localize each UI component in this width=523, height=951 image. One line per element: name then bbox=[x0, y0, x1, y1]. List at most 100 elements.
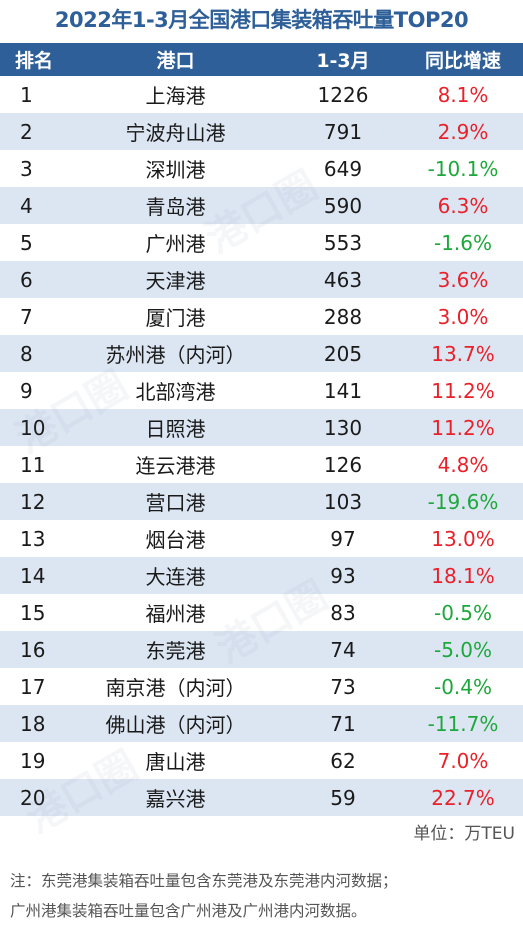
yoy-growth-cell: 3.6% bbox=[437, 267, 489, 292]
volume-cell: 130 bbox=[323, 415, 363, 440]
table-row: 5 广州港 553 -1.6% bbox=[0, 224, 523, 261]
volume-cell: 71 bbox=[330, 711, 356, 736]
volume-cell: 62 bbox=[330, 748, 356, 773]
yoy-growth-cell: 7.0% bbox=[437, 748, 489, 773]
port-name-cell: 宁波舟山港 bbox=[125, 121, 226, 145]
yoy-growth-cell: -0.4% bbox=[433, 674, 493, 699]
port-name-cell: 大连港 bbox=[145, 565, 206, 589]
rank-cell: 9 bbox=[20, 378, 33, 403]
header-row: 排名 港口 1-3月 同比增速 bbox=[0, 43, 523, 76]
volume-cell: 93 bbox=[330, 563, 356, 588]
rank-cell: 4 bbox=[20, 193, 33, 218]
volume-cell: 205 bbox=[323, 341, 363, 366]
yoy-growth-cell: -5.0% bbox=[433, 637, 493, 662]
port-name-cell: 上海港 bbox=[145, 84, 206, 108]
port-name-cell: 烟台港 bbox=[145, 528, 206, 552]
table-row: 11 连云港港 126 4.8% bbox=[0, 446, 523, 483]
rank-cell: 18 bbox=[20, 711, 46, 736]
rank-cell: 19 bbox=[20, 748, 46, 773]
volume-cell: 59 bbox=[330, 785, 356, 810]
rank-cell: 7 bbox=[20, 304, 33, 329]
port-name-cell: 日照港 bbox=[145, 417, 206, 441]
port-name-cell: 唐山港 bbox=[145, 750, 206, 774]
rank-cell: 10 bbox=[20, 415, 46, 440]
port-name-cell: 天津港 bbox=[145, 269, 206, 293]
rank-cell: 5 bbox=[20, 230, 33, 255]
page-title: 2022年1-3月全国港口集装箱吞吐量TOP20 bbox=[54, 8, 469, 32]
rank-cell: 6 bbox=[20, 267, 33, 292]
rank-cell: 3 bbox=[20, 156, 33, 181]
port-name-cell: 福州港 bbox=[145, 602, 206, 626]
port-name-cell: 苏州港（内河） bbox=[105, 343, 246, 367]
table-row: 6 天津港 463 3.6% bbox=[0, 261, 523, 298]
table-row: 16 东莞港 74 -5.0% bbox=[0, 631, 523, 668]
yoy-growth-cell: 4.8% bbox=[437, 452, 489, 477]
footnote-line: 注：东莞港集装箱吞吐量包含东莞港及东莞港内河数据； bbox=[10, 872, 398, 890]
table-row: 17 南京港（内河） 73 -0.4% bbox=[0, 668, 523, 705]
rank-cell: 8 bbox=[20, 341, 33, 366]
volume-cell: 83 bbox=[330, 600, 356, 625]
rank-cell: 13 bbox=[20, 526, 46, 551]
port-name-cell: 佛山港（内河） bbox=[105, 713, 246, 737]
table-body: 1 上海港 1226 8.1% 2 宁波舟山港 791 2.9% 3 深圳港 649 -10.1% 4 青… bbox=[0, 76, 523, 816]
table-header: 排名 港口 1-3月 同比增速 bbox=[0, 43, 523, 76]
yoy-growth-cell: 2.9% bbox=[437, 119, 489, 144]
table-row: 12 营口港 103 -19.6% bbox=[0, 483, 523, 520]
port-name-cell: 连云港港 bbox=[135, 454, 216, 478]
table-row: 3 深圳港 649 -10.1% bbox=[0, 150, 523, 187]
yoy-growth-cell: 11.2% bbox=[431, 415, 495, 440]
port-name-cell: 广州港 bbox=[145, 232, 206, 256]
table-row: 9 北部湾港 141 11.2% bbox=[0, 372, 523, 409]
yoy-growth-cell: 22.7% bbox=[431, 785, 495, 810]
yoy-growth-cell: -19.6% bbox=[427, 489, 499, 514]
table-row: 14 大连港 93 18.1% bbox=[0, 557, 523, 594]
table-row: 20 嘉兴港 59 22.7% bbox=[0, 779, 523, 816]
volume-cell: 553 bbox=[323, 230, 363, 255]
volume-cell: 649 bbox=[323, 156, 363, 181]
unit-label: 单位：万TEU bbox=[413, 824, 515, 844]
volume-cell: 463 bbox=[323, 267, 363, 292]
yoy-growth-cell: -11.7% bbox=[427, 711, 499, 736]
volume-cell: 74 bbox=[330, 637, 356, 662]
volume-cell: 73 bbox=[330, 674, 356, 699]
table-row: 1 上海港 1226 8.1% bbox=[0, 76, 523, 113]
header-yoy: 同比增速 bbox=[424, 50, 501, 72]
yoy-growth-cell: -1.6% bbox=[433, 230, 493, 255]
volume-cell: 126 bbox=[323, 452, 363, 477]
port-name-cell: 北部湾港 bbox=[135, 380, 216, 404]
volume-cell: 103 bbox=[323, 489, 363, 514]
table-row: 15 福州港 83 -0.5% bbox=[0, 594, 523, 631]
port-name-cell: 青岛港 bbox=[145, 195, 206, 219]
table-row: 13 烟台港 97 13.0% bbox=[0, 520, 523, 557]
yoy-growth-cell: 13.7% bbox=[431, 341, 495, 366]
table-row: 2 宁波舟山港 791 2.9% bbox=[0, 113, 523, 150]
volume-cell: 97 bbox=[330, 526, 356, 551]
volume-cell: 791 bbox=[323, 119, 363, 144]
yoy-growth-cell: -0.5% bbox=[433, 600, 493, 625]
port-name-cell: 东莞港 bbox=[145, 639, 206, 663]
yoy-growth-cell: 6.3% bbox=[437, 193, 489, 218]
rank-cell: 20 bbox=[20, 785, 46, 810]
volume-cell: 590 bbox=[323, 193, 363, 218]
rank-cell: 17 bbox=[20, 674, 46, 699]
table-row: 8 苏州港（内河） 205 13.7% bbox=[0, 335, 523, 372]
yoy-growth-cell: 8.1% bbox=[437, 82, 489, 107]
rank-cell: 2 bbox=[20, 119, 33, 144]
rank-cell: 12 bbox=[20, 489, 46, 514]
yoy-growth-cell: 13.0% bbox=[431, 526, 495, 551]
port-name-cell: 嘉兴港 bbox=[145, 787, 206, 811]
rank-cell: 11 bbox=[20, 452, 46, 477]
header-volume: 1-3月 bbox=[316, 50, 370, 72]
yoy-growth-cell: 3.0% bbox=[437, 304, 489, 329]
volume-cell: 288 bbox=[323, 304, 363, 329]
port-name-cell: 深圳港 bbox=[145, 158, 206, 182]
rank-cell: 16 bbox=[20, 637, 46, 662]
table-row: 19 唐山港 62 7.0% bbox=[0, 742, 523, 779]
table-row: 18 佛山港（内河） 71 -11.7% bbox=[0, 705, 523, 742]
footnote-line: 广州港集装箱吞吐量包含广州港及广州港内河数据。 bbox=[10, 902, 367, 920]
ranking-table: 排名 港口 1-3月 同比增速 1 上海港 1226 8.1% 2 宁波舟山港 791 2.9… bbox=[0, 43, 523, 816]
yoy-growth-cell: -10.1% bbox=[427, 156, 499, 181]
table-row: 10 日照港 130 11.2% bbox=[0, 409, 523, 446]
table-row: 4 青岛港 590 6.3% bbox=[0, 187, 523, 224]
footnote: 注：东莞港集装箱吞吐量包含东莞港及东莞港内河数据； 广州港集装箱吞吐量包含广州港… bbox=[10, 866, 515, 926]
